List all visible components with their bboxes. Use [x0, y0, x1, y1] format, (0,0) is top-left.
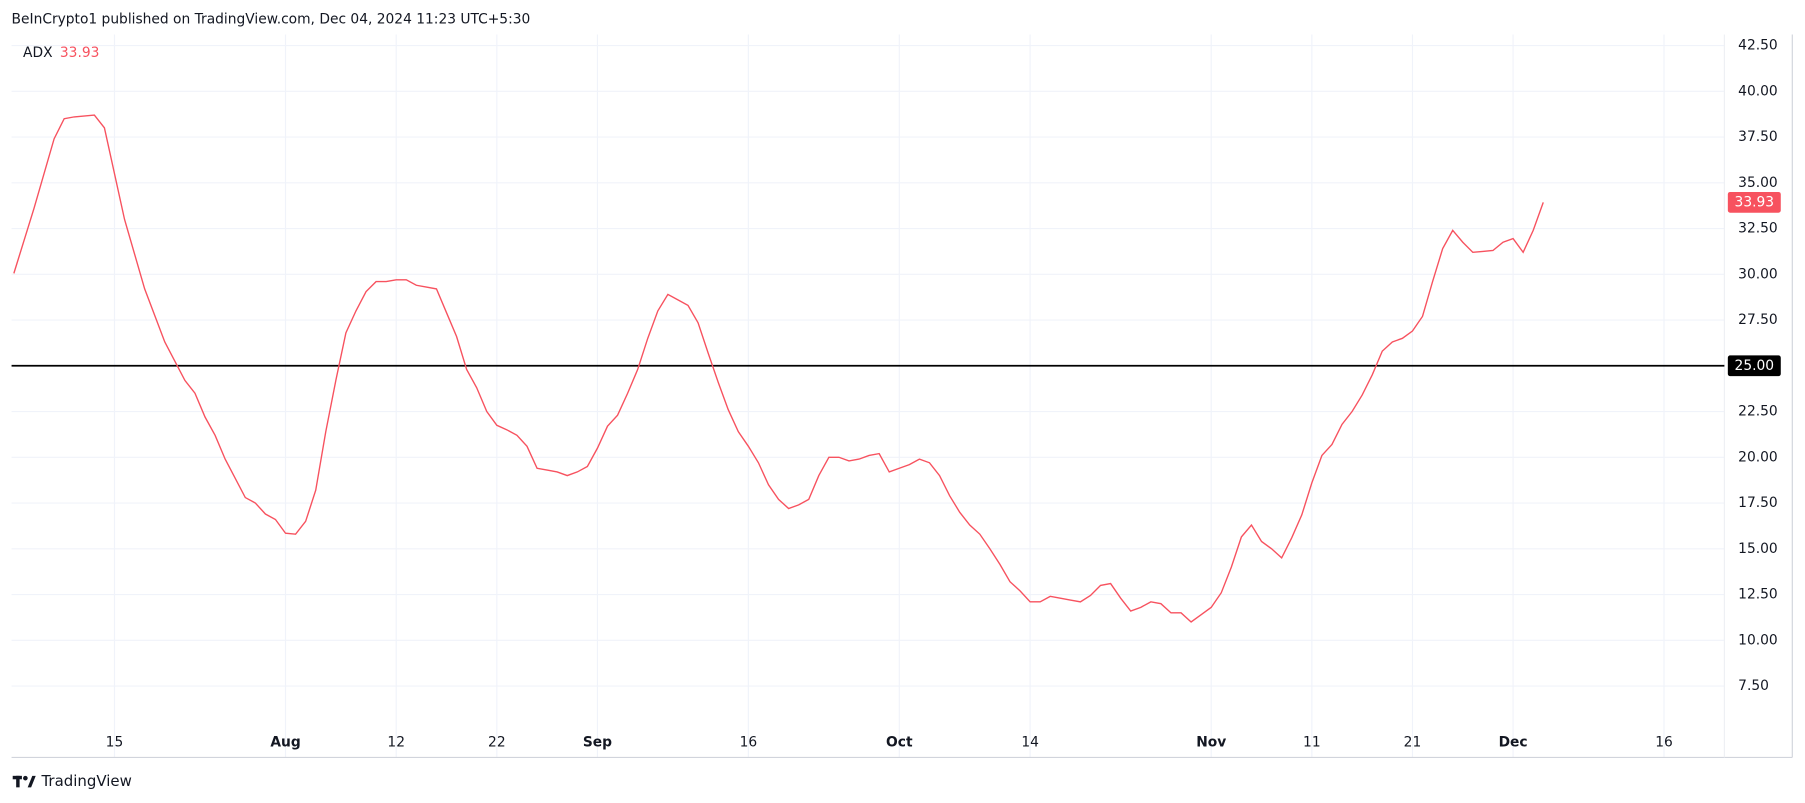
y-tick-label: 40.00 [1738, 83, 1777, 99]
x-tick-label: Nov [1196, 734, 1226, 750]
y-tick-label: 32.50 [1738, 221, 1777, 237]
last-value-label: 33.93 [1735, 194, 1775, 210]
x-tick-label: 16 [1655, 734, 1673, 750]
x-tick-label: 21 [1404, 734, 1422, 750]
x-tick-label: 14 [1021, 734, 1039, 750]
reference-label: 25.00 [1735, 358, 1775, 374]
x-tick-label: 16 [740, 734, 758, 750]
y-tick-label: 27.50 [1738, 312, 1777, 328]
x-tick-label: Oct [886, 734, 913, 750]
x-tick-label: Sep [583, 734, 612, 750]
line-series [13, 114, 1544, 623]
x-tick-label: 12 [387, 734, 405, 750]
grid [11, 34, 1725, 758]
footer-logo [12, 775, 36, 788]
y-tick-label: 35.00 [1738, 175, 1777, 191]
y-tick-label: 42.50 [1738, 38, 1777, 54]
y-tick-label: 10.00 [1738, 632, 1777, 648]
y-tick-label: 15.00 [1738, 541, 1777, 557]
last-value-box [1727, 191, 1781, 213]
logo-slash [27, 775, 36, 788]
y-tick-label: 20.00 [1738, 449, 1777, 465]
logo-dot [23, 775, 28, 781]
legend-value: 33.93 [60, 45, 100, 61]
legend-name: ADX [23, 45, 53, 61]
y-tick-label: 37.50 [1738, 129, 1777, 145]
header: BeInCrypto1 published on TradingView.com… [12, 12, 531, 28]
logo-stem [16, 775, 20, 788]
y-tick-label: 12.50 [1738, 587, 1777, 603]
y-tick-label: 22.50 [1738, 404, 1777, 420]
y-tick-label: 30.00 [1738, 266, 1777, 282]
y-tick-label: 7.50 [1738, 678, 1769, 694]
y-tick-label: 17.50 [1738, 495, 1777, 511]
x-tick-label: 11 [1303, 734, 1321, 750]
x-tick-label: Dec [1499, 734, 1528, 750]
reference-label-box [1727, 355, 1781, 377]
footer: TradingView [40, 772, 131, 790]
x-tick-label: Aug [270, 734, 300, 750]
marks [11, 114, 1725, 623]
x-tick-label: 15 [106, 734, 124, 750]
x-tick-label: 22 [488, 734, 506, 750]
